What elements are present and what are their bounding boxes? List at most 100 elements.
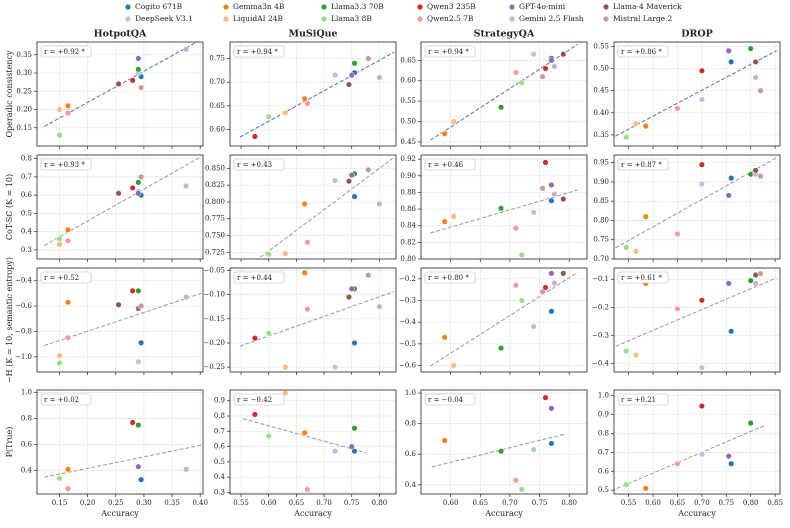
frame xyxy=(36,41,204,147)
point xyxy=(348,285,355,292)
y-tick-label: 0.88 xyxy=(400,188,416,196)
y-tick-label: −1.0 xyxy=(15,353,32,361)
legend-label: Llama3.3 70B xyxy=(331,2,384,11)
y-tick-label: 0.25 xyxy=(16,87,32,95)
annotation-box xyxy=(40,158,92,171)
point xyxy=(674,105,681,112)
y-tick-label: 0.95 xyxy=(593,159,609,167)
y-tick-label: 0.55 xyxy=(400,97,416,105)
x-tick-label: 0.25 xyxy=(108,499,124,507)
point xyxy=(56,241,63,248)
y-tick-label: 0.7 xyxy=(598,448,609,456)
point xyxy=(512,69,519,76)
legend-label: GPT-4o-mini xyxy=(519,2,566,11)
x-tick-label: 0.20 xyxy=(80,499,96,507)
point xyxy=(301,200,308,208)
point xyxy=(441,334,448,341)
point xyxy=(441,437,448,444)
panel-title: StrategyQA xyxy=(474,29,535,40)
point xyxy=(129,77,136,84)
point xyxy=(64,226,71,233)
x-tick-label: 0.60 xyxy=(645,499,661,507)
legend-marker xyxy=(417,4,423,10)
point xyxy=(530,209,537,216)
point xyxy=(138,84,145,91)
frame xyxy=(229,389,397,495)
y-tick-label: 0.750 xyxy=(205,232,225,240)
frame xyxy=(36,154,204,260)
point xyxy=(351,60,358,67)
y-tick-label: 0.35 xyxy=(16,51,32,59)
frame xyxy=(613,41,781,147)
x-tick-label: 0.65 xyxy=(670,499,686,507)
annotation-box xyxy=(617,158,669,171)
point xyxy=(441,130,448,137)
point xyxy=(728,460,735,467)
point xyxy=(64,466,71,473)
legend-marker xyxy=(125,4,131,10)
y-tick-label: 0.55 xyxy=(593,42,609,50)
annotation: r = +0.92 * xyxy=(44,48,85,56)
frame xyxy=(229,41,397,147)
legend-marker xyxy=(125,16,131,22)
x-tick-label: 0.70 xyxy=(502,499,518,507)
point xyxy=(752,167,759,174)
point xyxy=(351,448,358,455)
point xyxy=(376,74,383,81)
point xyxy=(560,196,567,203)
y-tick-label: 0.80 xyxy=(593,216,609,224)
legend-label: Gemma3n 4B xyxy=(233,2,285,11)
point xyxy=(497,345,505,352)
point xyxy=(332,364,339,371)
point xyxy=(747,45,754,52)
y-tick-label: 0.60 xyxy=(209,125,225,133)
y-tick-label: 0.7 xyxy=(214,427,225,435)
point xyxy=(56,360,63,367)
point xyxy=(757,87,764,94)
annotation: r = +0.61 * xyxy=(621,274,662,282)
y-tick-label: 0.86 xyxy=(400,205,416,213)
y-tick-label: 0.75 xyxy=(593,236,609,244)
y-tick-label: −0.2 xyxy=(399,275,416,283)
point xyxy=(530,323,537,330)
point xyxy=(135,179,142,186)
point xyxy=(551,63,558,70)
point xyxy=(725,47,732,54)
point xyxy=(265,330,272,337)
point xyxy=(301,95,308,102)
point xyxy=(623,244,630,251)
frame xyxy=(420,389,588,495)
annotation: r = +0.94 * xyxy=(237,48,278,56)
x-tick-label: 0.70 xyxy=(316,499,332,507)
legend-label: LiquidAI 24B xyxy=(233,14,284,23)
point xyxy=(698,451,705,458)
point xyxy=(56,475,63,482)
point xyxy=(135,287,142,294)
legend-marker xyxy=(603,4,609,10)
point xyxy=(728,328,735,335)
x-tick-label: 0.65 xyxy=(289,499,305,507)
x-tick-label: 0.60 xyxy=(443,499,459,507)
point xyxy=(251,335,258,342)
point xyxy=(518,79,525,86)
annotation: r = +0.43 xyxy=(237,161,272,169)
point xyxy=(64,299,71,306)
point xyxy=(332,177,339,184)
annotation: r = +0.21 xyxy=(621,396,656,404)
point xyxy=(548,197,555,204)
y-tick-label: 0.800 xyxy=(205,198,225,206)
point xyxy=(135,422,142,429)
y-tick-label: −0.05 xyxy=(204,266,225,274)
y-tick-label: −0.1 xyxy=(592,275,609,283)
point xyxy=(542,284,549,291)
y-tick-label: −0.8 xyxy=(15,327,32,335)
annotation-box xyxy=(424,271,476,284)
legend-label: Mistral Large 2 xyxy=(613,14,672,23)
fit-line xyxy=(239,51,395,138)
point xyxy=(64,237,71,244)
frame xyxy=(36,267,204,373)
annotation: r = +0.02 xyxy=(44,396,79,404)
point xyxy=(548,405,555,412)
point xyxy=(623,134,630,141)
y-tick-label: 0.3 xyxy=(21,246,32,254)
